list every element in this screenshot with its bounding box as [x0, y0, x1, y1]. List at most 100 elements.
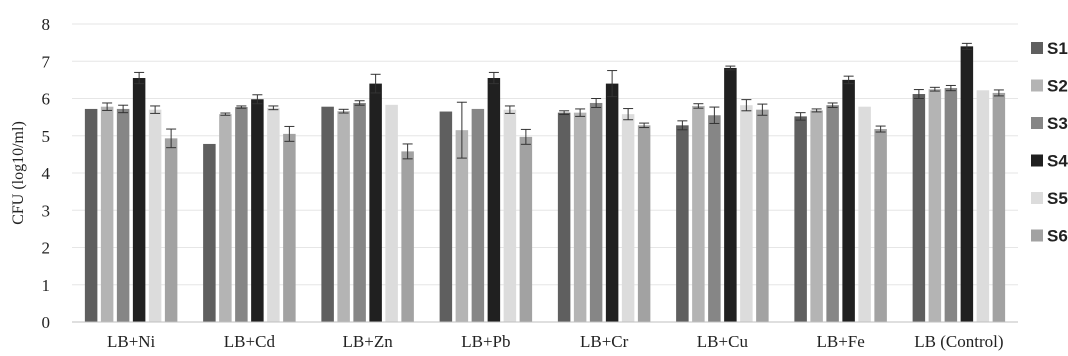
legend-item-s2: S2 [1031, 77, 1068, 96]
legend-item-s4: S4 [1031, 152, 1068, 171]
legend-swatch [1031, 42, 1043, 54]
error-bar [575, 108, 586, 117]
bar-s3-8 [944, 88, 958, 322]
legend-item-s1: S1 [1031, 39, 1068, 58]
bar-s4-3 [369, 83, 382, 322]
bar-s1-8 [912, 94, 926, 322]
bar-s1-1 [84, 108, 98, 323]
error-bar [757, 103, 768, 116]
error-bar [725, 65, 736, 71]
bar-s4-4 [487, 78, 501, 322]
bar-s6-1 [164, 138, 178, 322]
bar-s5-6 [740, 105, 753, 322]
error-bar [677, 120, 688, 131]
bar-s6-2 [283, 133, 296, 322]
bar-s4-1 [132, 78, 146, 322]
legend-swatch [1031, 79, 1043, 92]
bar-s4-7 [842, 79, 855, 322]
bar-s3-6 [708, 115, 721, 322]
y-tick-label: 1 [42, 276, 51, 295]
bar-s1-4 [439, 111, 453, 322]
bar-s6-8 [992, 92, 1006, 322]
category-label: LB+Cd [224, 332, 276, 351]
bar-s3-3 [353, 102, 366, 322]
bar-s5-3 [385, 104, 398, 323]
y-tick-label: 2 [42, 239, 51, 258]
y-tick-label: 8 [42, 15, 51, 34]
legend-label: S3 [1047, 114, 1068, 133]
legend: S1 S2 S3 S4 S5 S6 [1031, 39, 1068, 246]
y-axis-ticks: 0 1 2 3 4 5 6 7 8 [42, 15, 51, 332]
error-bar [591, 98, 602, 108]
legend-label: S6 [1047, 227, 1068, 246]
bar-s2-1 [100, 106, 114, 322]
error-bar [456, 101, 467, 159]
bar-s4-2 [251, 99, 264, 323]
error-bar [559, 110, 570, 116]
legend-label: S4 [1047, 152, 1068, 171]
bar-s2-5 [573, 112, 587, 322]
bar-s4-6 [724, 67, 737, 322]
legend-swatch [1031, 192, 1043, 204]
bar-s5-1 [148, 109, 162, 322]
error-bar [134, 71, 145, 85]
error-bar [520, 128, 531, 145]
legend-label: S1 [1047, 39, 1068, 58]
legend-label: S5 [1047, 189, 1068, 208]
bar-s5-4 [503, 109, 517, 322]
error-bar [875, 125, 886, 133]
category-label: LB+Pb [461, 332, 510, 351]
bar-s2-2 [219, 114, 232, 323]
error-bar [993, 89, 1004, 97]
bar-s5-5 [621, 114, 635, 323]
bar-s5-2 [267, 107, 280, 322]
bar-s5-7 [858, 106, 871, 322]
error-bar [795, 112, 806, 121]
bar-s4-8 [960, 46, 974, 322]
error-bar [488, 71, 499, 85]
error-bar [741, 99, 752, 112]
bar-s5-8 [976, 90, 990, 323]
error-bar [150, 105, 161, 114]
category-label: LB+Zn [343, 332, 394, 351]
bar-s6-3 [401, 151, 414, 322]
error-bar [252, 94, 263, 105]
y-tick-label: 4 [42, 164, 51, 183]
legend-item-s3: S3 [1031, 114, 1068, 133]
error-bar [102, 102, 113, 111]
error-bar [220, 112, 231, 116]
legend-swatch [1031, 117, 1043, 129]
bar-s6-7 [874, 129, 887, 322]
legend-label: S2 [1047, 77, 1068, 96]
error-bar [338, 108, 349, 114]
y-tick-label: 0 [42, 313, 51, 332]
category-label: LB+Cr [580, 332, 629, 351]
bar-s3-4 [471, 108, 485, 323]
error-bar [118, 104, 129, 114]
legend-item-s6: S6 [1031, 227, 1068, 246]
error-bar [693, 103, 704, 109]
bar-s1-3 [321, 106, 334, 322]
bar-s1-2 [203, 143, 216, 322]
legend-item-s5: S5 [1031, 189, 1068, 208]
bar-s2-6 [692, 105, 705, 322]
error-bar [811, 108, 822, 113]
error-bar [402, 143, 413, 160]
category-label: LB (Control) [914, 332, 1003, 351]
category-label: LB+Ni [107, 332, 156, 351]
error-bar [236, 105, 247, 109]
bar-s2-4 [455, 130, 469, 322]
bar-s3-5 [589, 102, 603, 322]
y-tick-label: 6 [42, 90, 51, 109]
error-bar [354, 100, 365, 106]
bars [84, 46, 1006, 323]
error-bar [268, 105, 279, 111]
bar-s4-5 [605, 83, 619, 322]
y-tick-label: 5 [42, 127, 51, 146]
error-bar [370, 73, 381, 94]
x-axis-categories: LB+Ni LB+Cd LB+Zn LB+Pb LB+Cr LB+Cu LB+Fe LB (C… [107, 332, 1004, 351]
y-tick-label: 7 [42, 52, 51, 71]
bar-s3-7 [826, 105, 839, 322]
y-axis-label: CFU (log10/ml) [10, 121, 27, 225]
